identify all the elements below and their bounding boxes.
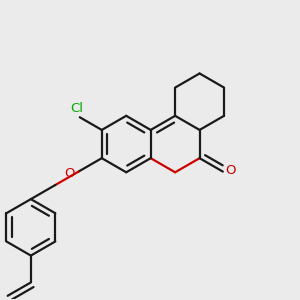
Text: O: O — [225, 164, 236, 177]
Text: Cl: Cl — [70, 102, 83, 115]
Text: O: O — [64, 167, 75, 180]
